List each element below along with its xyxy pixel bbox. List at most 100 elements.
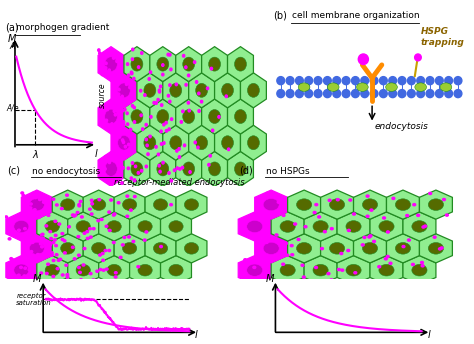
Circle shape xyxy=(108,249,110,251)
Circle shape xyxy=(305,89,313,98)
Circle shape xyxy=(89,272,92,275)
Text: receptor
saturation: receptor saturation xyxy=(17,293,52,306)
Polygon shape xyxy=(354,234,386,263)
Polygon shape xyxy=(137,73,163,108)
Circle shape xyxy=(110,199,112,201)
Circle shape xyxy=(68,226,71,228)
Circle shape xyxy=(445,77,453,85)
Circle shape xyxy=(389,89,397,98)
Circle shape xyxy=(133,179,136,182)
Circle shape xyxy=(61,274,64,276)
Circle shape xyxy=(210,67,212,70)
Circle shape xyxy=(408,239,410,241)
Circle shape xyxy=(29,207,32,209)
Circle shape xyxy=(402,246,405,248)
Circle shape xyxy=(20,214,23,216)
Circle shape xyxy=(86,230,89,233)
Polygon shape xyxy=(163,73,189,108)
Circle shape xyxy=(358,54,368,64)
Circle shape xyxy=(157,109,169,123)
Circle shape xyxy=(342,77,350,85)
Circle shape xyxy=(25,250,27,252)
Circle shape xyxy=(47,214,50,216)
Polygon shape xyxy=(83,234,114,263)
Circle shape xyxy=(110,75,113,78)
Circle shape xyxy=(112,57,115,59)
Circle shape xyxy=(361,244,364,246)
Circle shape xyxy=(340,252,343,255)
Circle shape xyxy=(105,57,117,72)
Circle shape xyxy=(118,71,120,74)
Circle shape xyxy=(140,170,143,172)
Circle shape xyxy=(263,242,279,255)
Circle shape xyxy=(30,222,33,224)
Circle shape xyxy=(246,221,263,233)
Circle shape xyxy=(83,232,86,234)
Circle shape xyxy=(426,89,434,98)
Circle shape xyxy=(118,83,130,98)
Circle shape xyxy=(175,83,177,86)
Polygon shape xyxy=(189,73,215,108)
Circle shape xyxy=(92,228,95,230)
Text: (c): (c) xyxy=(7,166,20,176)
Circle shape xyxy=(302,276,305,278)
Circle shape xyxy=(341,269,344,271)
Polygon shape xyxy=(176,190,207,219)
Circle shape xyxy=(138,221,152,232)
Circle shape xyxy=(162,73,164,76)
Circle shape xyxy=(107,181,109,183)
Polygon shape xyxy=(304,256,337,285)
Circle shape xyxy=(189,171,191,173)
Circle shape xyxy=(131,72,133,75)
Circle shape xyxy=(297,238,300,240)
Circle shape xyxy=(10,258,12,260)
Circle shape xyxy=(160,143,163,145)
Circle shape xyxy=(101,252,104,255)
Polygon shape xyxy=(114,190,145,219)
Circle shape xyxy=(18,278,21,280)
Circle shape xyxy=(107,50,109,52)
Circle shape xyxy=(353,213,356,215)
Polygon shape xyxy=(161,256,191,285)
Circle shape xyxy=(178,148,180,150)
Circle shape xyxy=(39,254,42,256)
Circle shape xyxy=(90,236,92,238)
Circle shape xyxy=(170,204,173,206)
Polygon shape xyxy=(201,151,228,186)
Circle shape xyxy=(346,221,361,232)
Circle shape xyxy=(170,136,182,150)
Circle shape xyxy=(121,139,124,141)
Polygon shape xyxy=(21,234,52,263)
Circle shape xyxy=(380,77,387,85)
Polygon shape xyxy=(37,256,68,285)
Circle shape xyxy=(120,153,123,155)
Circle shape xyxy=(280,264,295,276)
Text: (a): (a) xyxy=(5,22,18,32)
Circle shape xyxy=(14,230,17,233)
Polygon shape xyxy=(386,190,419,219)
Circle shape xyxy=(380,89,387,98)
Circle shape xyxy=(29,203,32,205)
Circle shape xyxy=(182,54,185,57)
Circle shape xyxy=(126,195,128,197)
Circle shape xyxy=(182,162,195,176)
Circle shape xyxy=(211,129,214,132)
Polygon shape xyxy=(52,190,83,219)
Circle shape xyxy=(366,215,369,217)
Circle shape xyxy=(433,236,436,238)
Circle shape xyxy=(26,211,28,214)
Circle shape xyxy=(188,74,190,77)
Circle shape xyxy=(105,268,108,270)
Circle shape xyxy=(113,74,115,76)
Circle shape xyxy=(426,77,434,85)
Circle shape xyxy=(8,238,11,240)
Polygon shape xyxy=(354,190,386,219)
Circle shape xyxy=(221,83,234,97)
Circle shape xyxy=(59,258,62,260)
Circle shape xyxy=(184,199,199,211)
Circle shape xyxy=(63,240,66,242)
Circle shape xyxy=(89,228,91,230)
Circle shape xyxy=(122,121,125,123)
Polygon shape xyxy=(163,125,189,160)
Polygon shape xyxy=(111,73,137,108)
